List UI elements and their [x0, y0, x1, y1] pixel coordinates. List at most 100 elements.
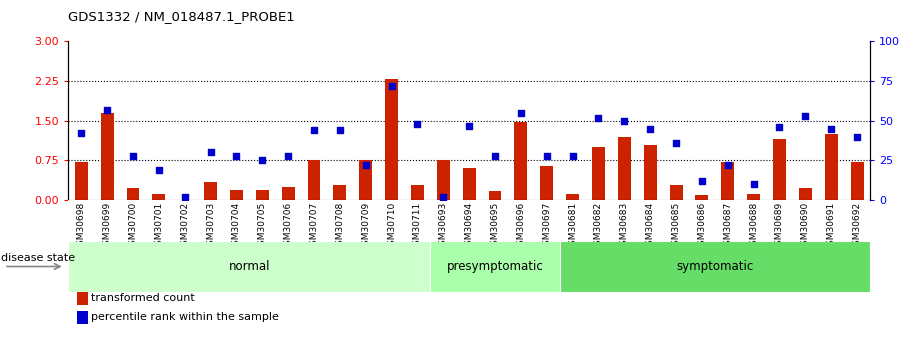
Bar [359, 160, 373, 200]
Text: GSM30684: GSM30684 [646, 202, 655, 251]
Text: GSM30710: GSM30710 [387, 202, 396, 252]
Bar [851, 162, 864, 200]
Bar [824, 134, 838, 200]
Bar [230, 189, 243, 200]
Text: GSM30689: GSM30689 [775, 202, 784, 252]
Bar [695, 195, 709, 200]
Text: GSM30708: GSM30708 [335, 202, 344, 252]
Bar [100, 113, 114, 200]
Text: symptomatic: symptomatic [676, 260, 753, 273]
Bar [256, 189, 269, 200]
Point [487, 153, 502, 158]
Text: GSM30696: GSM30696 [517, 202, 526, 252]
Bar [68, 241, 430, 292]
Point [694, 178, 709, 184]
Point [643, 126, 658, 131]
Point [824, 126, 838, 131]
Text: GSM30707: GSM30707 [310, 202, 319, 252]
Bar [747, 194, 760, 200]
Text: GSM30687: GSM30687 [723, 202, 732, 252]
Bar [670, 185, 682, 200]
Bar [592, 147, 605, 200]
Text: GSM30691: GSM30691 [826, 202, 835, 252]
Point [669, 140, 683, 146]
Text: disease state: disease state [1, 253, 75, 263]
Point [358, 162, 373, 168]
Point [203, 150, 218, 155]
Point [514, 110, 528, 116]
Bar [430, 241, 559, 292]
Text: normal: normal [229, 260, 270, 273]
Text: GSM30705: GSM30705 [258, 202, 267, 252]
Point [566, 153, 580, 158]
Point [539, 153, 554, 158]
Point [230, 153, 244, 158]
Bar [127, 188, 139, 200]
Bar [515, 122, 527, 200]
Bar [559, 241, 870, 292]
Bar [152, 194, 165, 200]
Text: GSM30688: GSM30688 [749, 202, 758, 252]
Point [721, 162, 735, 168]
Point [126, 153, 140, 158]
Point [617, 118, 631, 124]
Bar [566, 194, 579, 200]
Text: percentile rank within the sample: percentile rank within the sample [91, 313, 279, 322]
Text: GSM30681: GSM30681 [568, 202, 577, 252]
Text: GSM30690: GSM30690 [801, 202, 810, 252]
Point [798, 113, 813, 119]
Bar [722, 162, 734, 200]
Text: GSM30694: GSM30694 [465, 202, 474, 251]
Bar [618, 137, 630, 200]
Bar [75, 162, 87, 200]
Text: GSM30698: GSM30698 [77, 202, 86, 252]
Text: GSM30699: GSM30699 [103, 202, 112, 252]
Bar [385, 79, 398, 200]
Point [462, 123, 476, 128]
Bar [204, 181, 217, 200]
Bar [281, 187, 294, 200]
Point [773, 124, 787, 130]
Text: GSM30692: GSM30692 [853, 202, 862, 251]
Bar [644, 145, 657, 200]
Bar [411, 185, 424, 200]
Text: GSM30693: GSM30693 [439, 202, 448, 252]
Text: GSM30706: GSM30706 [283, 202, 292, 252]
Point [850, 134, 865, 139]
Point [74, 131, 88, 136]
Text: GSM30711: GSM30711 [413, 202, 422, 252]
Bar [540, 166, 553, 200]
Bar [308, 160, 321, 200]
Text: GSM30682: GSM30682 [594, 202, 603, 251]
Point [333, 128, 347, 133]
Text: presymptomatic: presymptomatic [446, 260, 543, 273]
Text: GSM30685: GSM30685 [671, 202, 681, 252]
Point [100, 107, 115, 112]
Bar [463, 168, 476, 200]
Text: GSM30686: GSM30686 [698, 202, 706, 252]
Text: GSM30701: GSM30701 [154, 202, 163, 252]
Bar [773, 139, 786, 200]
Bar [488, 190, 501, 200]
Point [281, 153, 295, 158]
Point [746, 181, 761, 187]
Point [151, 167, 166, 173]
Text: GSM30697: GSM30697 [542, 202, 551, 252]
Point [255, 158, 270, 163]
Text: GSM30702: GSM30702 [180, 202, 189, 251]
Text: GSM30700: GSM30700 [128, 202, 138, 252]
Text: GSM30709: GSM30709 [362, 202, 370, 252]
Point [178, 194, 192, 200]
Text: GSM30704: GSM30704 [232, 202, 241, 251]
Point [410, 121, 425, 127]
Point [384, 83, 399, 89]
Text: GSM30703: GSM30703 [206, 202, 215, 252]
Text: GSM30695: GSM30695 [490, 202, 499, 252]
Bar [333, 185, 346, 200]
Bar [437, 160, 450, 200]
Text: GDS1332 / NM_018487.1_PROBE1: GDS1332 / NM_018487.1_PROBE1 [68, 10, 295, 23]
Text: GSM30683: GSM30683 [619, 202, 629, 252]
Point [307, 128, 322, 133]
Text: transformed count: transformed count [91, 294, 195, 303]
Point [591, 115, 606, 120]
